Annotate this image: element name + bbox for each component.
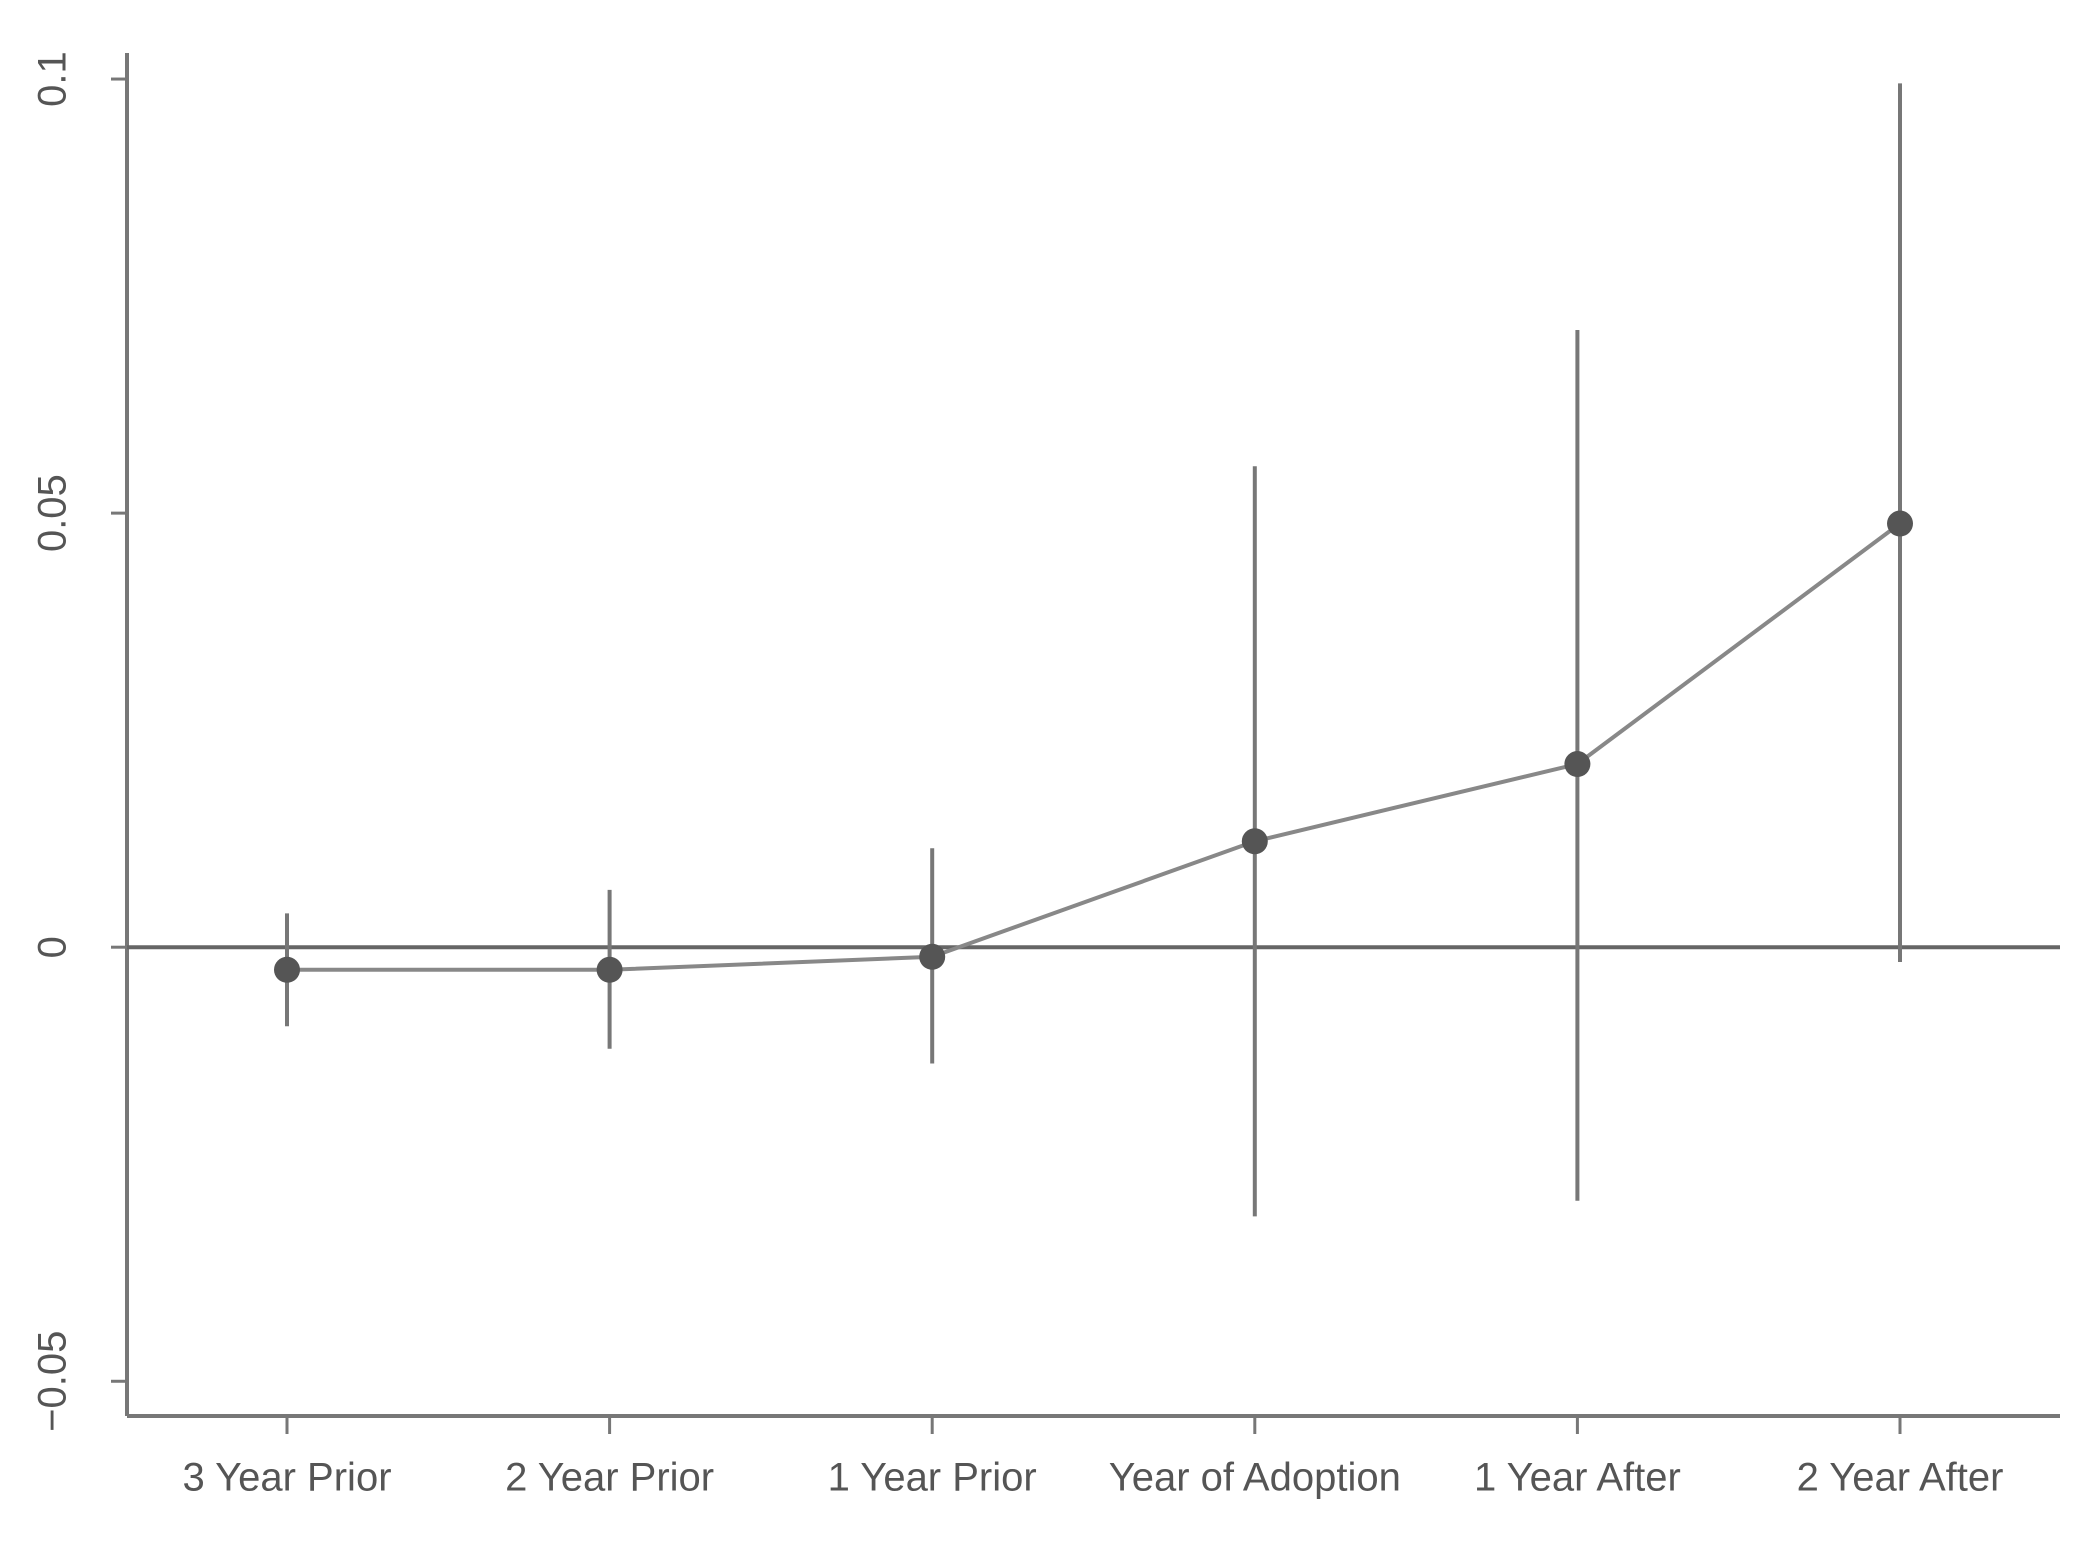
point (1241, 828, 1268, 855)
x-tick-label: 1 Year After (1474, 1456, 1681, 1500)
y-tick-label: 0.05 (31, 474, 75, 552)
point (596, 956, 623, 983)
point (274, 956, 300, 983)
x-tick-label: Year of Adoption (1109, 1456, 1401, 1500)
point (919, 943, 946, 970)
x-tick-label: 2 Year After (1797, 1456, 2004, 1500)
y-tick-label: 0 (31, 936, 75, 958)
x-tick-label: 2 Year Prior (505, 1456, 714, 1500)
x-tick-label: 3 Year Prior (182, 1456, 391, 1500)
y-tick-label: 0.1 (31, 51, 75, 107)
point (1887, 510, 1913, 537)
line (287, 521, 1902, 972)
point (1564, 751, 1591, 778)
y-tick-label: −0.05 (31, 1331, 75, 1432)
x-tick-label: 1 Year Prior (828, 1456, 1037, 1500)
